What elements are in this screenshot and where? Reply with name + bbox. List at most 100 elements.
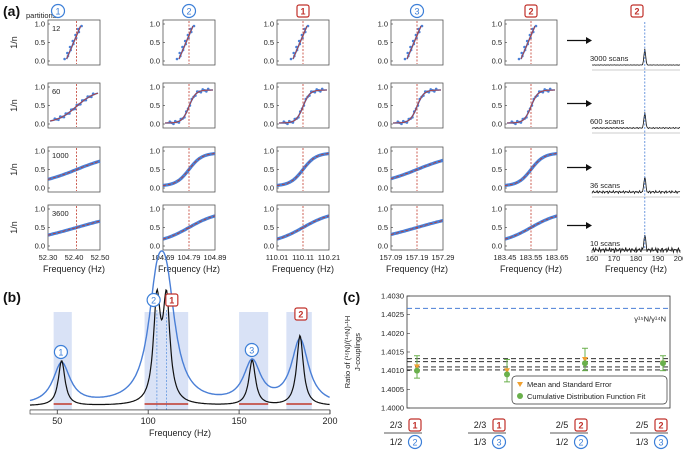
panel-label-b: (b)	[3, 289, 21, 305]
peak-badge-3: 1	[165, 293, 179, 307]
group-bottom-badge-1: 2	[407, 434, 423, 450]
ecdf-plot-c4-r2-ytick: 0.0	[378, 120, 388, 129]
spectrum-badge-box	[630, 4, 644, 18]
shaded-region-1	[53, 312, 72, 410]
ecdf-plot-c3-r2-data-point	[319, 90, 322, 93]
broad-spectrum	[29, 250, 330, 402]
col2-xtick: 104.89	[204, 253, 227, 262]
col1-xtick: 52.50	[91, 253, 110, 262]
ecdf-plot-c2-r2-ytick: 0.5	[150, 101, 160, 110]
ecdf-plot-c5-r2-ytick: 0.0	[492, 120, 502, 129]
ecdf-plot-c4-r3-ytick: 1.0	[378, 147, 388, 156]
panel-b-axis-band	[29, 409, 331, 415]
ecdf-plot-c4-r3-ytick: 0.5	[378, 165, 388, 174]
partitions-label: partitions	[26, 11, 57, 20]
peak-badge-2-label: 2	[151, 295, 156, 305]
ecdf-plot-c2-r4-ytick: 1.0	[150, 205, 160, 214]
ecdf-plot-c5-r2-ytick: 1.0	[492, 83, 502, 92]
partition-count-4: 3600	[52, 209, 69, 218]
ecdf-plot-c4-r1-ytick: 1.0	[378, 20, 388, 29]
ecdf-plot-c1-r4-red-line	[47, 220, 101, 236]
spectrum-xtick: 190	[652, 254, 665, 263]
ecdf-plot-c2-r3-ytick: 1.0	[150, 147, 160, 156]
col1-xtick: 52.30	[39, 253, 58, 262]
ecdf-plot-c3-r3-ytick: 0.5	[264, 165, 274, 174]
panel-b-xtick: 150	[232, 416, 247, 426]
panel-c-ytick: 1.4000	[381, 404, 404, 413]
peak-badge-2-ring	[146, 292, 161, 308]
ecdf-plot-c4-r4-ytick: 1.0	[378, 205, 388, 214]
column-badge-1-label: 1	[55, 6, 60, 16]
group-bottom-badge-2: 3	[491, 434, 507, 450]
ecdf-plot-c2-r2-data-point	[206, 87, 210, 91]
scan-count-2: 600 scans	[590, 117, 624, 126]
ecdf-plot-c1-r2-ytick: 1.0	[35, 83, 45, 92]
row3-ylabel: 1/n	[9, 163, 19, 176]
ecdf-plot-c3-r4-red-line	[276, 215, 330, 240]
row2-ylabel: 1/n	[9, 99, 19, 112]
column-badge-4-ring	[409, 3, 425, 19]
group-bottom-badge-2-label: 3	[496, 437, 501, 447]
legend-cdf-swatch	[517, 393, 523, 399]
ecdf-plot-c4-r4-ytick: 0.0	[378, 242, 388, 251]
ecdf-plot-c3-r4-ytick: 0.5	[264, 223, 274, 232]
mean-marker-3	[582, 357, 588, 362]
col5-xtick: 183.55	[520, 253, 543, 262]
ecdf-plot-c2-r4-ytick: 0.5	[150, 223, 160, 232]
ecdf-plot-c4-r2-data-point	[434, 87, 438, 91]
ecdf-plot-c4-r1-data-point	[403, 57, 407, 61]
legend-mean-label: Mean and Standard Error	[527, 380, 612, 389]
arrowhead-2	[586, 100, 592, 107]
row1-ylabel: 1/n	[9, 36, 19, 49]
group-top-ratio-2: 2/3	[474, 420, 487, 430]
ecdf-plot-c4-r1-data-point	[420, 24, 424, 28]
group-bottom-badge-3-label: 2	[578, 437, 583, 447]
group-top-badge-1-box	[408, 418, 422, 432]
shaded-region-3	[239, 312, 269, 410]
spectrum-xtick: 200	[674, 254, 683, 263]
ecdf-plot-c1-r1-ytick: 1.0	[35, 20, 45, 29]
spectrum-badge: 2	[630, 4, 644, 18]
group-bottom-badge-2-ring	[491, 434, 507, 450]
ecdf-plot-c3-r2-data-point	[286, 122, 289, 126]
ecdf-plot-c1-r1-red-line	[66, 25, 81, 60]
ecdf-plot-c2-r1-ytick: 1.0	[150, 20, 160, 29]
ecdf-plot-c1-r3-ytick: 0.0	[35, 184, 45, 193]
col2-xlabel: Frequency (Hz)	[158, 264, 220, 274]
column-badge-1-ring	[50, 3, 66, 19]
col2-xtick: 104.69	[152, 253, 175, 262]
column-badge-5-label: 2	[528, 6, 533, 16]
ecdf-plot-c3-r3-ytick: 1.0	[264, 147, 274, 156]
partition-count-2: 60	[52, 87, 60, 96]
panel-c-ylabel-2: J-couplings	[353, 333, 362, 371]
row4-ylabel: 1/n	[9, 221, 19, 234]
panel-c-ytick: 1.4015	[381, 348, 404, 357]
col5-xtick: 183.45	[494, 253, 517, 262]
ecdf-plot-c2-r3-ytick: 0.5	[150, 165, 160, 174]
group-top-badge-2: 1	[492, 418, 506, 432]
panel-c-ytick: 1.4030	[381, 292, 404, 301]
ecdf-plot-c4-r2-data-point	[400, 122, 403, 126]
ecdf-plot-c5-r4-red-line	[504, 215, 558, 240]
ecdf-plot-c1-r2-red-line	[49, 92, 99, 122]
column-badge-2-ring	[181, 3, 197, 19]
ecdf-plot-c1-r1-data-point	[63, 57, 66, 61]
column-badge-2: 2	[181, 3, 197, 19]
ecdf-plot-c2-r4-red-line	[162, 215, 216, 240]
ecdf-plot-c5-r2-ytick: 0.5	[492, 101, 502, 110]
group-bottom-badge-3-ring	[573, 434, 589, 450]
col3-xtick: 110.11	[292, 253, 314, 262]
scan-count-3: 36 scans	[590, 181, 620, 190]
group-top-badge-3-box	[574, 418, 588, 432]
ecdf-plot-c5-r2-data-point	[514, 122, 517, 126]
col3-xlabel: Frequency (Hz)	[272, 264, 334, 274]
ecdf-plot-c5-r1-red-line	[520, 25, 536, 60]
ecdf-plot-c4-r2-ytick: 0.5	[378, 101, 388, 110]
group-top-badge-3: 2	[574, 418, 588, 432]
ecdf-plot-c3-r2-ytick: 0.0	[264, 120, 274, 129]
group-bottom-badge-1-ring	[407, 434, 423, 450]
ecdf-plot-c3-r1-data-point	[306, 24, 310, 28]
cdf-fit-marker-2	[504, 371, 510, 378]
column-badge-3-box	[296, 4, 310, 18]
panel-b-xtick: 50	[52, 416, 62, 426]
